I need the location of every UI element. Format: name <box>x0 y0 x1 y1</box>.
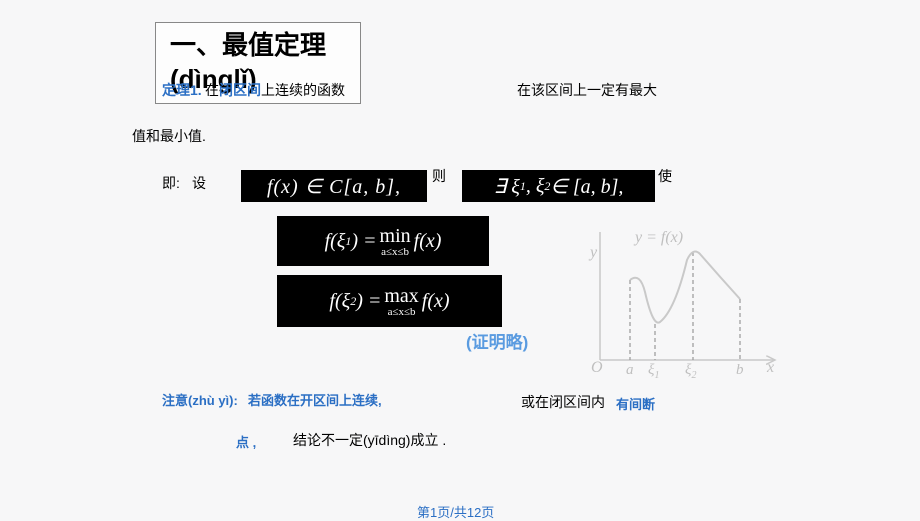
function-graph: y x O a b ξ1 ξ2 y = f(x) <box>575 222 785 382</box>
closed-interval-text: 闭区间 <box>219 82 261 98</box>
theorem-text-3: 值和最小值. <box>132 126 206 146</box>
formula-3-lhs: f(ξ <box>325 230 346 253</box>
formula-2: ∃ ξ1, ξ2 ∈ [a, b], <box>462 170 655 202</box>
formula-3-op: min <box>380 225 411 247</box>
or-text: 或在闭区间内 <box>521 392 605 412</box>
formula-2-prefix: ∃ ξ <box>494 174 520 199</box>
formula-2-suffix: ∈ [a, b], <box>550 174 623 199</box>
note-text-1: 若函数在开区间上连续, <box>248 390 382 409</box>
break-point-text: 有间断 <box>616 394 655 413</box>
formula-4: f(ξ2) = maxa≤x≤b f(x) <box>277 275 502 327</box>
formula-2-mid: , ξ <box>526 175 545 198</box>
ze-label: 则 <box>432 166 446 186</box>
formula-3-op-stack: mina≤x≤b <box>380 225 411 258</box>
shi-label: 使 <box>658 166 672 186</box>
conclusion-text: 结论不一定(yīdìng)成立 . <box>293 430 446 450</box>
proof-omitted: (证明略) <box>466 328 528 353</box>
xi1-label: ξ1 <box>648 362 659 381</box>
curve <box>630 252 740 323</box>
formula-4-eq: ) = <box>356 290 381 313</box>
formula-3-range: a≤x≤b <box>380 247 411 258</box>
curve-label: y = f(x) <box>633 229 683 246</box>
xi2-label: ξ2 <box>685 362 696 381</box>
x-label: x <box>766 359 774 376</box>
ji-label: 即: <box>162 173 180 193</box>
y-label: y <box>588 244 598 261</box>
formula-4-range: a≤x≤b <box>384 307 418 318</box>
formula-4-op-stack: maxa≤x≤b <box>384 285 418 318</box>
formula-4-op: max <box>384 285 418 307</box>
a-label: a <box>626 362 634 378</box>
formula-4-rhs: f(x) <box>422 290 450 313</box>
formula-3: f(ξ1) = mina≤x≤b f(x) <box>277 216 489 266</box>
formula-1-text: f(x) ∈ C[a, b], <box>267 174 401 199</box>
formula-4-lhs: f(ξ <box>329 290 350 313</box>
page-number: 第1页/共12页 <box>417 502 494 521</box>
theorem-label: 定理1. <box>162 80 202 100</box>
dian-label: 点 , <box>236 432 256 451</box>
graph-svg: y x O a b ξ1 ξ2 y = f(x) <box>575 222 785 382</box>
formula-3-rhs: f(x) <box>414 230 442 253</box>
formula-3-eq: ) = <box>351 230 376 253</box>
theorem-pre: 在 <box>205 82 219 98</box>
she-label: 设 <box>192 173 206 193</box>
origin-label: O <box>591 359 603 376</box>
note-label: 注意(zhù yì): <box>162 390 238 409</box>
formula-1: f(x) ∈ C[a, b], <box>241 170 427 202</box>
theorem-text-1: 在闭区间上连续的函数 <box>205 80 345 100</box>
theorem-text-2: 在该区间上一定有最大 <box>517 80 657 100</box>
theorem-post: 上连续的函数 <box>261 82 345 98</box>
b-label: b <box>736 362 744 378</box>
